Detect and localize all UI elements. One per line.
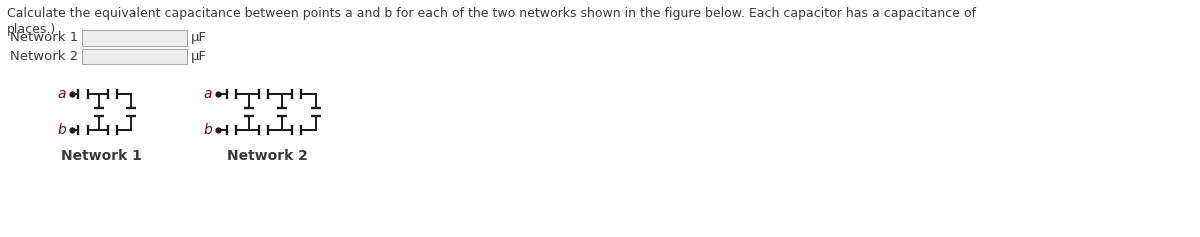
FancyBboxPatch shape	[82, 49, 187, 64]
Text: Network 1: Network 1	[61, 149, 142, 163]
FancyBboxPatch shape	[82, 30, 187, 46]
Text: b: b	[203, 123, 212, 137]
Text: a: a	[204, 87, 212, 101]
Text: μF: μF	[191, 31, 208, 44]
Text: b: b	[58, 123, 66, 137]
Text: μF: μF	[191, 50, 208, 63]
Text: places.): places.)	[7, 23, 56, 36]
Text: Network 2: Network 2	[227, 149, 307, 163]
Text: Calculate the equivalent capacitance between points a and b for each of the two : Calculate the equivalent capacitance bet…	[7, 7, 980, 20]
Text: Network 2: Network 2	[10, 50, 78, 63]
Text: a: a	[58, 87, 66, 101]
Text: Network 1: Network 1	[10, 31, 78, 44]
